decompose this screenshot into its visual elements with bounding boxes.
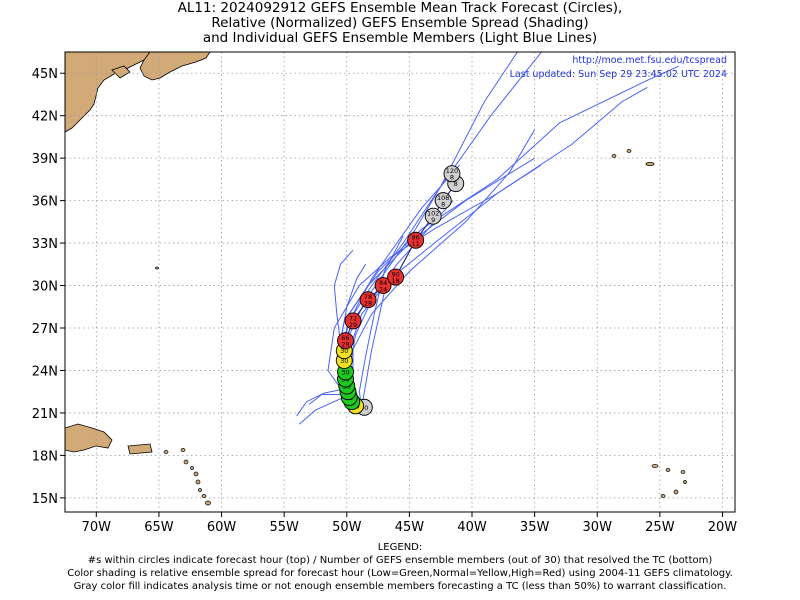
tick-label-lon: 20W (708, 520, 738, 535)
tick-label-lat: 45N (32, 67, 58, 82)
tick-label-lat: 18N (32, 449, 58, 464)
member-count-label: 9 (431, 216, 435, 224)
tick-label-lat: 36N (32, 195, 58, 210)
legend-line-3: Gray color fill indicates analysis time … (73, 581, 727, 592)
legend: LEGEND: #s within circles indicate forec… (0, 541, 800, 593)
forecast-circle-fill (387, 268, 405, 286)
forecast-circle-fill (359, 291, 377, 309)
land-layer (65, 52, 687, 506)
member-count-label: 30 (341, 368, 349, 376)
forecast-hour-label: 108 (437, 194, 449, 202)
forecast-circle-fill (443, 165, 461, 183)
mean-track-circles-layer: 3030303030303030303066297229782884249018… (335, 165, 465, 416)
member-count-label: 18 (391, 277, 399, 285)
tick-label-lat: 42N (32, 110, 58, 125)
title-line-1: AL11: 2024092912 GEFS Ensemble Mean Trac… (177, 0, 623, 16)
land-cape-verde (651, 464, 687, 498)
tick-label-lon: 45W (395, 520, 425, 535)
forecast-circle-fill (407, 231, 425, 249)
tick-label-lat: 24N (32, 364, 58, 379)
source-url: http://moe.met.fsu.edu/tcspread (572, 55, 727, 66)
ensemble-member-track (358, 235, 404, 408)
tick-label-lat: 27N (32, 322, 58, 337)
tick-label-lon: 35W (520, 520, 550, 535)
tick-label-lon: 65W (144, 520, 174, 535)
land-north-america (65, 52, 151, 133)
forecast-hour-label: 84 (379, 279, 387, 287)
member-count-label: 30 (360, 404, 368, 412)
member-count-label: 24 (379, 286, 387, 294)
tick-label-lat: 30N (32, 280, 58, 295)
land-hispaniola (65, 423, 113, 453)
member-count-label: 30 (340, 347, 348, 355)
member-count-label: 30 (340, 357, 348, 365)
forecast-circle-fill (374, 277, 392, 294)
legend-line-2: Color shading is relative ensemble sprea… (67, 568, 733, 579)
title-line-2: Relative (Normalized) GEFS Ensemble Spre… (211, 15, 589, 31)
forecast-circle-fill (434, 192, 452, 210)
ensemble-member-track (327, 164, 542, 408)
forecast-hour-label: 66 (341, 334, 349, 342)
tick-label-lat: 39N (32, 152, 58, 167)
legend-heading: LEGEND: (377, 542, 423, 553)
member-count-label: 29 (341, 341, 349, 349)
land-newfoundland (139, 52, 211, 81)
forecast-hour-label: 72 (349, 314, 357, 322)
forecast-hour-label: 96 (412, 234, 420, 242)
forecast-hour-label: 102 (427, 210, 439, 218)
forecast-circle-fill (424, 207, 442, 225)
tick-label-lon: 60W (207, 520, 237, 535)
legend-line-1: #s within circles indicate forecast hour… (87, 555, 713, 566)
last-updated: Last updated: Sun Sep 29 23:45:02 UTC 20… (510, 69, 727, 80)
land-azores (611, 149, 655, 166)
tick-label-lat: 33N (32, 237, 58, 252)
forecast-circle-fill (337, 332, 354, 350)
title-line-3: and Individual GEFS Ensemble Members (Li… (202, 30, 598, 46)
tick-label-lon: 25W (645, 520, 675, 535)
member-count-label: 29 (349, 321, 357, 329)
tick-label-lon: 30W (583, 520, 613, 535)
member-count-label: 8 (454, 180, 458, 188)
forecast-hour-label: 120 (446, 167, 458, 175)
member-count-label: 8 (450, 174, 454, 182)
land-bermuda (155, 266, 159, 270)
chart-title: AL11: 2024092912 GEFS Ensemble Mean Trac… (0, 1, 800, 46)
ensemble-member-track (361, 292, 385, 408)
land-puerto-rico (127, 443, 153, 455)
forecast-hour-label: 90 (391, 271, 399, 279)
axis-ticks: 70W 65W 60W 55W 50W 45W 40W 35W 30W 25W 20W 15N 18N 2… (32, 67, 738, 535)
tick-label-lon: 55W (269, 520, 299, 535)
grid-layer (65, 52, 735, 512)
tick-label-lat: 21N (32, 407, 58, 422)
map-frame (64, 51, 736, 513)
tick-label-lon: 70W (82, 520, 112, 535)
member-count-label: 28 (364, 300, 372, 308)
tick-label-lon: 50W (332, 520, 362, 535)
land-cape-breton (111, 65, 131, 79)
land-lesser-antilles (163, 448, 211, 506)
forecast-hour-label: 78 (364, 293, 372, 301)
tick-label-lon: 40W (457, 520, 487, 535)
member-count-label: 8 (441, 201, 445, 209)
tick-label-lat: 15N (32, 492, 58, 507)
member-count-label: 11 (412, 240, 420, 248)
forecast-circle-fill (344, 312, 362, 330)
